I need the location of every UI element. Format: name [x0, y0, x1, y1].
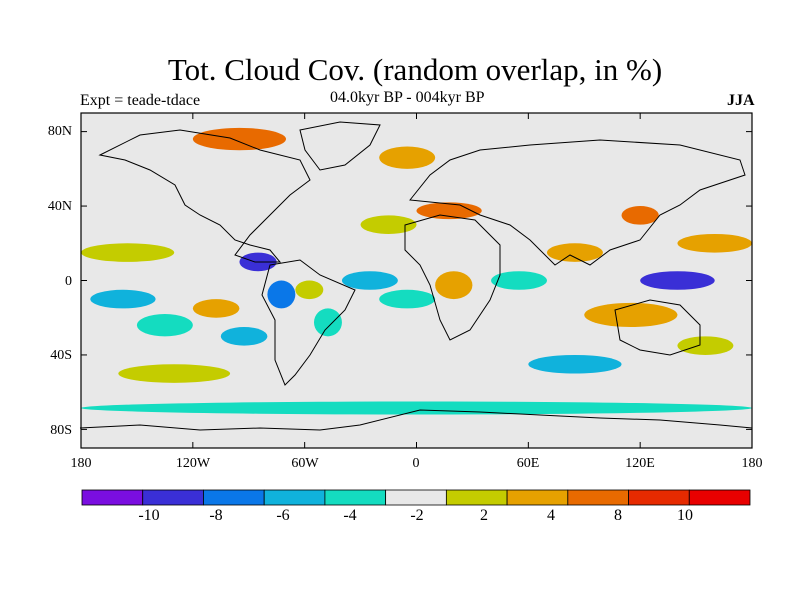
colorbar-swatch	[385, 489, 447, 506]
anomaly-region	[360, 215, 417, 234]
anomaly-region	[136, 314, 193, 337]
colorbar-label: 10	[677, 507, 693, 524]
lat-tick-label-80s: 80S	[50, 423, 72, 438]
anomaly-region	[491, 271, 547, 290]
colorbar-label: -10	[138, 507, 160, 524]
anomaly-region	[528, 354, 622, 374]
anomaly-region	[379, 146, 436, 169]
anomaly-region	[584, 302, 678, 328]
colorbar-swatch	[142, 489, 204, 506]
colorbar-label: 2	[480, 507, 488, 524]
lon-tick-label-120w: 120W	[175, 456, 211, 471]
lon-tick-label-60e: 60E	[516, 456, 540, 471]
colorbar-swatch	[567, 489, 629, 506]
lat-tick-label-0: 0	[65, 274, 72, 289]
anomaly-region	[416, 202, 482, 220]
anomaly-region	[313, 308, 342, 337]
anomaly-region	[295, 280, 324, 300]
lon-tick-label-120e: 120E	[625, 456, 655, 471]
anomaly-region	[435, 271, 473, 300]
colorbar-swatch	[628, 489, 690, 506]
colorbar-label: 8	[614, 507, 622, 524]
colorbar-swatch	[324, 489, 387, 506]
colorbar-swatch	[81, 489, 144, 506]
anomaly-region	[90, 289, 156, 309]
season-label: JJA	[727, 92, 755, 109]
lon-tick-label-180w: 180	[70, 456, 92, 471]
coastline-south-america	[261, 259, 356, 386]
anomaly-region	[640, 271, 715, 290]
anomaly-region	[267, 280, 296, 309]
anomaly-region	[192, 299, 240, 318]
anomaly-region	[81, 243, 175, 262]
anomaly-region	[220, 327, 268, 346]
coastline-north-america	[98, 129, 311, 263]
coastline-australia	[614, 299, 701, 356]
colorbar-label: -2	[410, 507, 424, 524]
lon-tick-label-180e: 180	[741, 456, 763, 471]
colorbar-swatch	[506, 489, 569, 506]
colorbar-swatch	[445, 489, 508, 506]
colorbar-swatch	[203, 489, 265, 506]
anomaly-region	[677, 233, 752, 253]
colorbar-label: -4	[343, 507, 357, 524]
chart-title: Tot. Cloud Cov. (random overlap, in %)	[167, 52, 663, 87]
colorbar-label: -6	[276, 507, 290, 524]
anomaly-region	[118, 364, 231, 383]
coastline-antarctica	[79, 409, 753, 431]
anomaly-region	[379, 289, 436, 309]
lat-tick-label-40s: 40S	[50, 348, 72, 363]
lat-tick-label-40n: 40N	[47, 199, 72, 214]
colorbar-swatch	[263, 489, 326, 506]
anomaly-region	[677, 336, 734, 355]
coastline-eurasia	[409, 139, 746, 266]
experiment-label: Expt = teade-tdace	[80, 92, 201, 109]
anomaly-region	[621, 206, 659, 225]
anomaly-region	[81, 401, 752, 415]
lon-tick-label-60w: 60W	[291, 456, 319, 471]
colorbar-label: -8	[209, 507, 223, 524]
anomaly-region	[192, 127, 287, 151]
colorbar-label: 4	[547, 507, 555, 524]
anomaly-region	[546, 243, 603, 262]
period-label: 04.0kyr BP - 004kyr BP	[330, 89, 485, 106]
lon-tick-label-0: 0	[412, 456, 420, 471]
anomaly-region	[341, 271, 398, 290]
coastline-greenland	[299, 121, 381, 171]
colorbar-swatch	[688, 489, 751, 506]
coastline-africa	[404, 214, 501, 341]
lat-tick-label-80n: 80N	[47, 124, 72, 139]
